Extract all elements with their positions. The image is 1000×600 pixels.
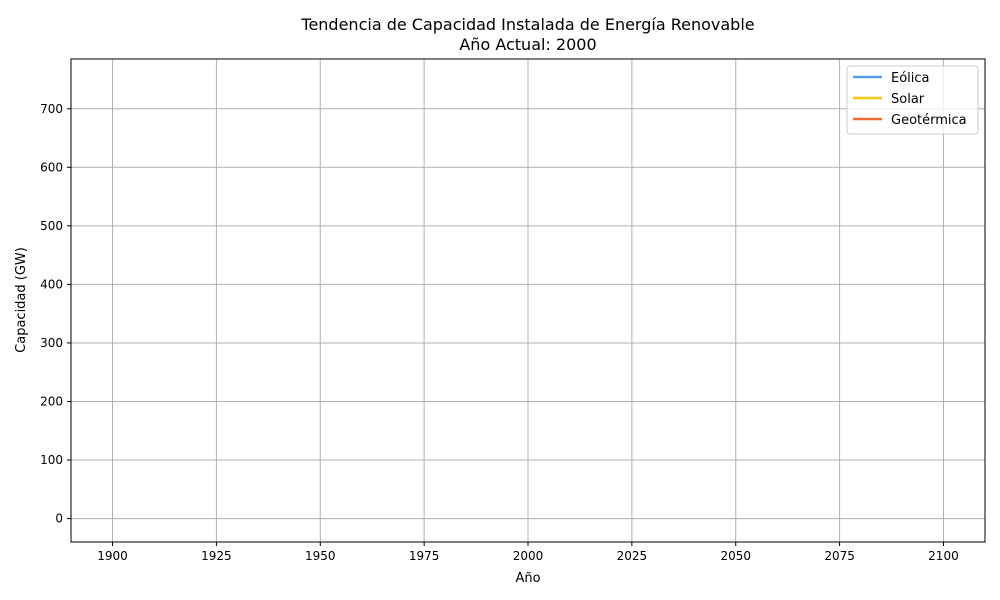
y-tick-label: 600 — [40, 160, 63, 174]
y-tick-label: 200 — [40, 394, 63, 408]
x-tick-label: 1950 — [305, 549, 336, 563]
x-tick-label: 2025 — [617, 549, 648, 563]
y-tick-label: 100 — [40, 453, 63, 467]
chart-subtitle: Año Actual: 2000 — [459, 35, 596, 54]
chart-title: Tendencia de Capacidad Instalada de Ener… — [300, 15, 754, 34]
y-axis: 0 100 200 300 400 500 600 700 — [40, 102, 71, 526]
legend: Eólica Solar Geotérmica — [846, 65, 979, 135]
x-tick-label: 2075 — [824, 549, 855, 563]
y-tick-label: 0 — [55, 512, 63, 526]
x-tick-label: 2100 — [928, 549, 959, 563]
legend-label: Solar — [891, 92, 925, 107]
legend-box — [846, 65, 979, 135]
x-axis-title: Año — [515, 571, 540, 586]
x-tick-label: 2050 — [720, 549, 751, 563]
y-tick-label: 700 — [40, 102, 63, 116]
x-tick-label: 1925 — [201, 549, 232, 563]
x-tick-label: 1975 — [409, 549, 440, 563]
legend-label: Geotérmica — [891, 113, 967, 128]
x-axis: 1900 1925 1950 1975 2000 2025 2050 2075 2100 — [97, 542, 959, 563]
x-tick-label: 2000 — [513, 549, 544, 563]
grid — [71, 59, 985, 542]
y-tick-label: 300 — [40, 336, 63, 350]
y-tick-label: 500 — [40, 219, 63, 233]
y-tick-label: 400 — [40, 277, 63, 291]
x-tick-label: 1900 — [97, 549, 128, 563]
legend-label: Eólica — [891, 71, 930, 86]
y-axis-title: Capacidad (GW) — [14, 247, 29, 353]
